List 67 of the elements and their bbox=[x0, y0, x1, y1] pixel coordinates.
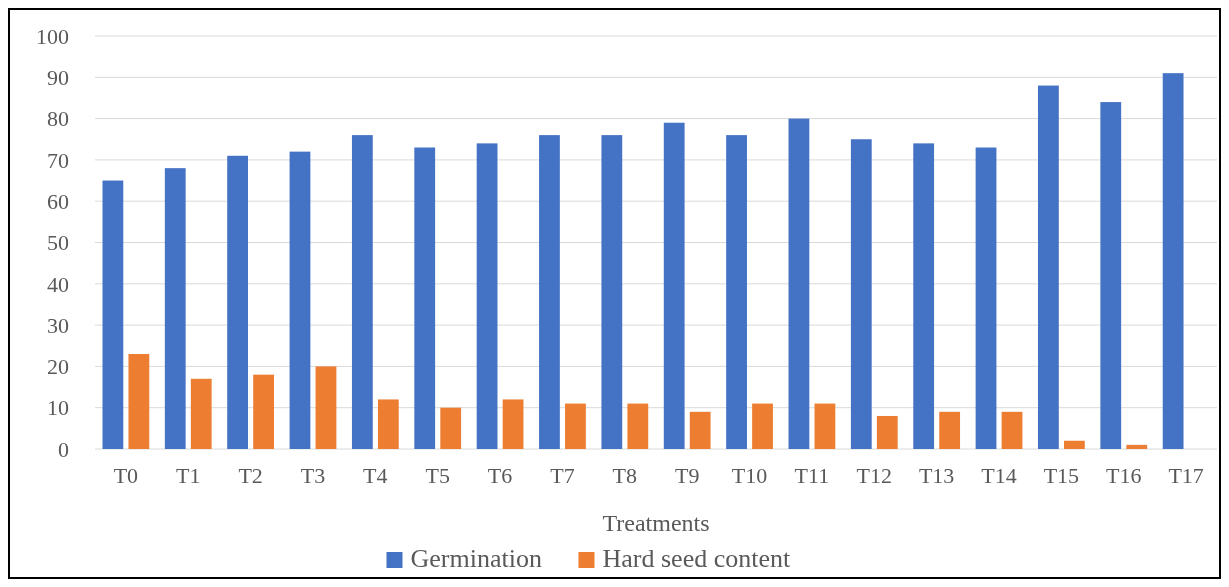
y-tick-label: 80 bbox=[47, 106, 69, 132]
x-tick-label: T6 bbox=[487, 463, 513, 488]
bar bbox=[1162, 73, 1184, 449]
x-tick-label: T16 bbox=[1106, 463, 1142, 488]
x-tick-label: T11 bbox=[794, 463, 830, 488]
x-tick-label: T4 bbox=[363, 463, 388, 488]
bar bbox=[565, 403, 586, 449]
bar bbox=[1126, 444, 1148, 449]
x-axis-title: Treatments bbox=[602, 510, 710, 536]
bar bbox=[814, 403, 836, 449]
bar bbox=[351, 135, 373, 449]
x-tick-label: T15 bbox=[1043, 463, 1080, 488]
y-tick-label: 50 bbox=[47, 230, 69, 256]
y-tick-label: 10 bbox=[47, 395, 69, 421]
bar bbox=[1038, 85, 1059, 449]
legend-label: Hard seed content bbox=[602, 544, 791, 573]
bar bbox=[164, 168, 186, 449]
bar bbox=[440, 407, 462, 449]
x-tick-label: T7 bbox=[550, 463, 575, 488]
y-tick-label: 70 bbox=[47, 147, 69, 173]
bar bbox=[752, 403, 773, 449]
bar bbox=[913, 143, 935, 449]
x-tick-label: T5 bbox=[425, 463, 450, 488]
bar bbox=[253, 374, 274, 449]
bar bbox=[502, 399, 524, 449]
bar bbox=[227, 155, 249, 449]
legend-label: Germination bbox=[410, 544, 542, 573]
x-tick-label: T14 bbox=[981, 463, 1017, 488]
bar bbox=[1001, 411, 1023, 449]
bar bbox=[876, 415, 898, 449]
bar bbox=[788, 118, 810, 449]
bar bbox=[627, 403, 649, 449]
bar bbox=[315, 366, 337, 449]
x-tick-label: T12 bbox=[856, 463, 893, 488]
bar bbox=[726, 135, 747, 449]
bar bbox=[689, 411, 711, 449]
bar bbox=[190, 378, 212, 449]
x-tick-label: T13 bbox=[918, 463, 955, 488]
bar bbox=[414, 147, 436, 449]
x-tick-label: T2 bbox=[238, 463, 263, 488]
bar bbox=[476, 143, 498, 449]
x-tick-label: T0 bbox=[113, 463, 139, 488]
bar bbox=[939, 411, 961, 449]
bar bbox=[128, 354, 150, 449]
bar bbox=[1100, 102, 1122, 449]
y-tick-label: 90 bbox=[47, 65, 69, 90]
x-tick-label: T17 bbox=[1168, 463, 1204, 488]
y-tick-label: 20 bbox=[47, 354, 69, 380]
y-tick-label: 0 bbox=[58, 436, 69, 462]
x-tick-label: T8 bbox=[612, 463, 638, 488]
bar bbox=[289, 151, 311, 449]
y-tick-label: 100 bbox=[36, 23, 69, 49]
bar bbox=[377, 399, 399, 449]
y-tick-label: 30 bbox=[47, 312, 69, 338]
y-tick-label: 60 bbox=[47, 188, 69, 214]
bar bbox=[539, 135, 560, 449]
bar bbox=[975, 147, 997, 449]
bar bbox=[1063, 440, 1085, 449]
bar bbox=[601, 135, 623, 449]
x-tick-label: T10 bbox=[731, 463, 768, 488]
x-tick-label: T3 bbox=[300, 463, 326, 488]
x-tick-label: T1 bbox=[176, 463, 201, 488]
bar bbox=[663, 122, 685, 449]
y-tick-label: 40 bbox=[47, 271, 69, 297]
bar bbox=[850, 139, 872, 449]
bar bbox=[102, 180, 124, 449]
x-tick-label: T9 bbox=[674, 463, 700, 488]
